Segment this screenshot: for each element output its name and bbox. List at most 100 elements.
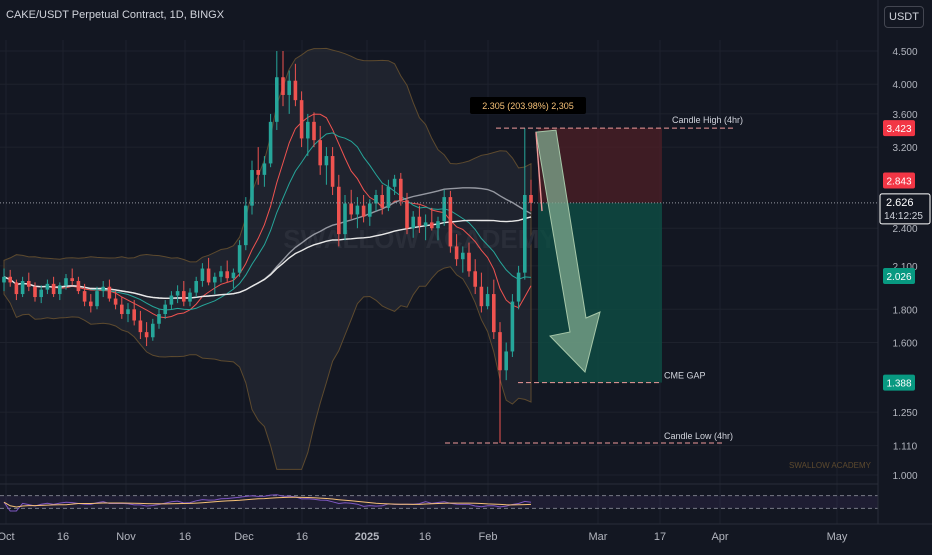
candle[interactable]: [8, 269, 12, 287]
candle[interactable]: [473, 259, 477, 295]
candle[interactable]: [516, 265, 521, 310]
candle[interactable]: [523, 128, 527, 280]
arrow-down-icon[interactable]: [535, 129, 601, 373]
candle[interactable]: [51, 276, 56, 298]
candle[interactable]: [405, 192, 409, 235]
candle[interactable]: [268, 113, 273, 168]
candle[interactable]: [194, 276, 198, 298]
currency-button[interactable]: USDT: [884, 6, 924, 28]
candle[interactable]: [312, 112, 316, 148]
candle-body: [51, 283, 56, 295]
candle[interactable]: [132, 300, 136, 326]
candle[interactable]: [529, 179, 533, 212]
candle[interactable]: [225, 260, 229, 283]
candle[interactable]: [436, 216, 440, 241]
candle[interactable]: [200, 263, 205, 287]
candle[interactable]: [299, 91, 304, 148]
candle[interactable]: [330, 147, 335, 196]
candle[interactable]: [20, 276, 25, 298]
candle[interactable]: [386, 179, 391, 212]
candle[interactable]: [39, 285, 43, 304]
candle[interactable]: [237, 240, 242, 277]
candle[interactable]: [163, 300, 167, 319]
candle[interactable]: [349, 189, 353, 219]
candle[interactable]: [82, 283, 87, 307]
candle[interactable]: [95, 286, 99, 310]
candle[interactable]: [144, 322, 149, 347]
candle[interactable]: [107, 279, 112, 302]
candle[interactable]: [423, 214, 428, 241]
candle[interactable]: [33, 282, 37, 302]
current-price-tag[interactable]: 2.626 14:12:25: [879, 193, 931, 225]
candle[interactable]: [113, 291, 118, 310]
price-label-target[interactable]: 2.026: [883, 267, 915, 284]
measure-tooltip[interactable]: 2.305 (203.98%) 2,305: [470, 97, 586, 114]
candle[interactable]: [89, 294, 93, 313]
candle[interactable]: [231, 268, 236, 289]
candle[interactable]: [380, 184, 384, 215]
candle[interactable]: [374, 189, 378, 212]
candle[interactable]: [275, 51, 279, 131]
candle[interactable]: [492, 279, 496, 340]
candle[interactable]: [485, 286, 490, 310]
candle[interactable]: [417, 205, 422, 233]
candle[interactable]: [448, 190, 453, 253]
candle[interactable]: [188, 288, 192, 307]
candle[interactable]: [399, 172, 403, 206]
candle[interactable]: [138, 310, 143, 340]
candle[interactable]: [454, 234, 459, 266]
candle[interactable]: [324, 147, 329, 185]
candle[interactable]: [293, 63, 298, 107]
candle[interactable]: [206, 257, 211, 286]
candle[interactable]: [411, 211, 415, 238]
candle[interactable]: [318, 125, 322, 175]
candle[interactable]: [392, 174, 397, 196]
candle[interactable]: [281, 51, 285, 107]
candle[interactable]: [337, 174, 341, 247]
candle[interactable]: [58, 282, 62, 301]
candle[interactable]: [157, 309, 161, 329]
candle[interactable]: [504, 342, 508, 381]
candle[interactable]: [120, 297, 124, 319]
candle[interactable]: [126, 303, 130, 323]
candle[interactable]: [76, 276, 81, 295]
candle[interactable]: [244, 197, 248, 251]
candle[interactable]: [256, 147, 260, 185]
candle[interactable]: [70, 268, 74, 286]
annotations[interactable]: Candle High (4hr) CME GAP Candle Low (4hr)…: [0, 97, 878, 470]
candle[interactable]: [498, 322, 502, 444]
rsi-panel[interactable]: [0, 483, 932, 512]
candle[interactable]: [182, 281, 186, 307]
candle[interactable]: [213, 272, 217, 295]
candle[interactable]: [287, 70, 291, 114]
candle[interactable]: [479, 272, 484, 313]
candle[interactable]: [27, 272, 31, 292]
candle[interactable]: [169, 291, 174, 310]
candle[interactable]: [175, 285, 180, 304]
candle[interactable]: [219, 265, 223, 283]
candle[interactable]: [262, 156, 267, 187]
candles[interactable]: [2, 51, 533, 444]
candle[interactable]: [2, 268, 6, 292]
candle[interactable]: [45, 279, 50, 295]
candle[interactable]: [467, 242, 471, 277]
candle[interactable]: [64, 274, 68, 290]
price-label-target[interactable]: 1.388: [883, 374, 915, 391]
candle[interactable]: [101, 281, 105, 298]
candle[interactable]: [306, 113, 310, 157]
price-label-stop[interactable]: 2.843: [883, 172, 915, 189]
candle[interactable]: [368, 199, 372, 226]
candle[interactable]: [14, 279, 19, 301]
candle[interactable]: [250, 160, 254, 215]
candle[interactable]: [355, 197, 360, 229]
candle[interactable]: [510, 294, 515, 357]
candle[interactable]: [430, 207, 434, 231]
candle[interactable]: [151, 318, 155, 341]
candle[interactable]: [361, 195, 366, 223]
candle[interactable]: [461, 246, 465, 273]
candle[interactable]: [442, 189, 446, 226]
price-label-stop[interactable]: 3.423: [883, 120, 915, 137]
